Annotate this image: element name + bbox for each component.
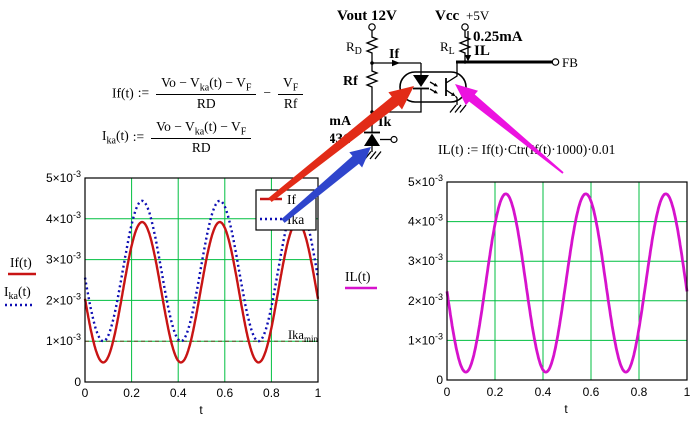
vcc-label: Vcc: [435, 8, 459, 24]
y-tick-label: 5×10-3: [46, 170, 81, 185]
light-arrows-icon: [429, 81, 438, 94]
x-tick-label: 0.8: [631, 385, 648, 399]
formula-il-text: IL(t) := If(t)·Ctr(If(t)·1000)·0.01: [438, 141, 616, 157]
plot-border: [84, 177, 319, 383]
x-tick-label: 0.6: [216, 386, 233, 400]
resistor-rf: [365, 68, 379, 90]
x-tick-label: 0.2: [123, 386, 140, 400]
resistor-rd: [365, 34, 379, 56]
x-tick-label: 0.2: [487, 385, 504, 399]
x-tick-label: 1: [315, 386, 322, 400]
vout-label: Vout 12V: [337, 8, 397, 24]
x-tick-label: 0.8: [263, 386, 280, 400]
fb-label: FB: [562, 55, 578, 70]
tl431-icon: [364, 133, 380, 146]
x-axis-label: t: [564, 402, 568, 416]
rl-label: RL: [440, 39, 455, 57]
trace-IL: [445, 192, 689, 374]
marker-label: Ikamin: [288, 328, 318, 344]
y-tick-label: 3×10-3: [408, 252, 443, 268]
ik-label: Ik: [378, 115, 391, 130]
trace-Ika: [83, 199, 320, 343]
minus-operator: −: [263, 85, 272, 101]
ik-range-label: 1~3mA: [330, 114, 352, 129]
trace-label: IL(t): [345, 269, 370, 284]
if-current-arrow-icon: [392, 59, 400, 67]
fraction: Vo − Vka(t) − VF RD: [156, 74, 257, 113]
il-value-label: 0.25mA: [473, 29, 523, 45]
formula-ika-lhs: Ika(t): [102, 128, 129, 147]
ground-icon: [364, 151, 382, 160]
legend-label: Ika: [287, 212, 304, 227]
fb-terminal: [551, 58, 560, 66]
right-plot[interactable]: 0 0.2 0.4 0.6 0.8 1 t 0 1×10-3 2×10-3 3×10-3 4×10-3…: [340, 170, 692, 422]
x-tick-label: 0.4: [535, 385, 552, 399]
tl431-label: TL431: [330, 131, 351, 147]
ik-current-arrow-icon: [368, 119, 376, 127]
fraction: Vo − Vka(t) − VF RD: [151, 118, 252, 157]
x-tick-label: 1: [684, 385, 691, 399]
resistor-rl: [458, 34, 472, 56]
y-tick-label: 3×10-3: [46, 251, 81, 267]
trace-label: If(t): [10, 255, 32, 270]
y-tick-label: 2×10-3: [408, 292, 443, 308]
rd-label: RD: [346, 39, 362, 57]
y-tick-label: 0: [74, 375, 81, 389]
x-axis-label: t: [199, 403, 203, 417]
x-tick-label: 0: [82, 386, 89, 400]
x-tick-label: 0: [444, 385, 451, 399]
y-tick-label: 4×10-3: [408, 213, 443, 229]
y-tick-label: 0: [436, 373, 443, 387]
y-tick-label: 1×10-3: [408, 331, 443, 347]
phototransistor-icon: [445, 62, 458, 105]
x-tick-label: 0.4: [170, 386, 187, 400]
vout-terminal: [368, 23, 376, 31]
rf-label: Rf: [343, 74, 358, 89]
formula-ika[interactable]: Ika(t):= Vo − Vka(t) − VF RD: [102, 118, 253, 157]
y-tick-label: 2×10-3: [46, 291, 81, 307]
plot-border: [446, 181, 688, 381]
formula-il[interactable]: IL(t) := If(t)·Ctr(If(t)·1000)·0.01: [438, 141, 615, 158]
trace-label: Ika(t): [4, 284, 31, 302]
y-tick-label: 1×10-3: [46, 332, 81, 348]
y-tick-label: 5×10-3: [408, 173, 443, 189]
led-icon: [413, 75, 429, 87]
il-label: IL: [474, 43, 490, 59]
if-label: If: [389, 47, 399, 62]
vcc-terminal: [461, 23, 469, 31]
trace-If: [83, 220, 320, 364]
wire: [372, 88, 422, 113]
left-plot[interactable]: 0 0.2 0.4 0.6 0.8 1 t 0 1×10-3 2×10-3 3×10-3 4×10-3…: [0, 170, 340, 422]
il-current-arrow-icon: [464, 55, 472, 62]
formula-if-lhs: If(t): [112, 85, 134, 101]
vcc-supply-label: +5V: [466, 8, 490, 23]
formula-if[interactable]: If(t):= Vo − Vka(t) − VF RD − VF Rf: [112, 74, 305, 113]
x-tick-label: 0.6: [583, 385, 600, 399]
assign-operator: :=: [137, 85, 150, 101]
y-tick-label: 4×10-3: [46, 210, 81, 226]
ground-icon: [449, 104, 467, 113]
tl431-ref-terminal: [390, 135, 398, 144]
assign-operator: :=: [132, 129, 145, 145]
legend-box: [255, 189, 317, 231]
fraction: VF Rf: [278, 74, 304, 113]
legend-label: If: [287, 192, 296, 207]
